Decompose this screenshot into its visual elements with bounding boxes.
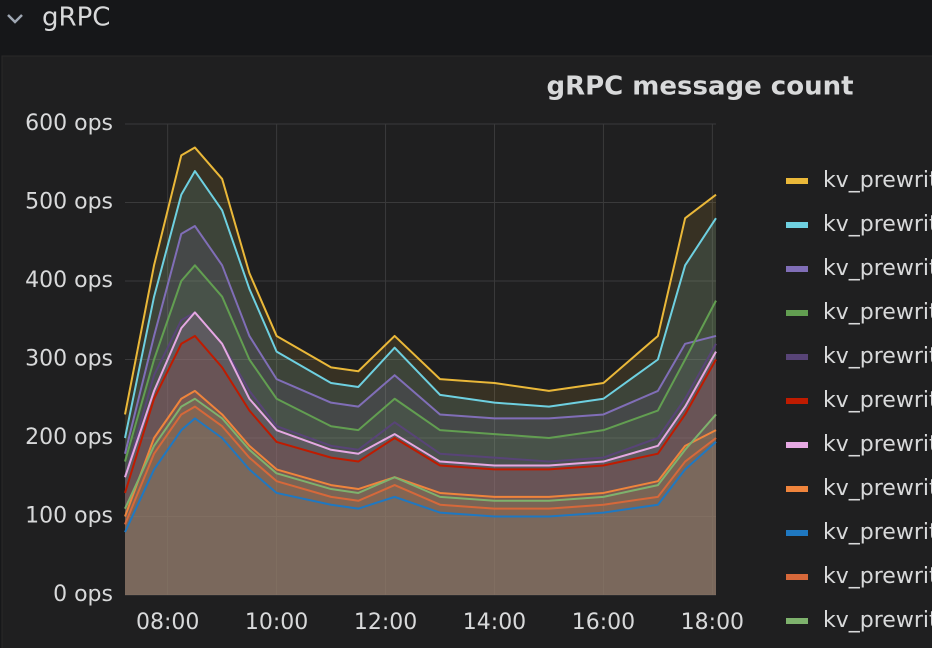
row-header[interactable]: [0, 0, 932, 54]
collapse-chevron[interactable]: [7, 14, 23, 24]
area-shading: [125, 335, 716, 595]
legend-swatch: [786, 354, 808, 360]
series-line: [124, 264, 717, 462]
legend-label[interactable]: kv_prewrit: [823, 388, 932, 413]
legend-label[interactable]: kv_prewrit: [823, 212, 932, 237]
legend-label[interactable]: kv_prewrit: [823, 476, 932, 501]
y-tick-label: 300 ops: [25, 347, 113, 372]
series-line: [124, 389, 717, 517]
series-line: [124, 311, 717, 478]
legend-label[interactable]: kv_prewrit: [823, 168, 932, 193]
area-shading: [125, 390, 716, 595]
series-line: [124, 225, 717, 454]
area-shading: [125, 406, 716, 595]
legend-swatch: [786, 178, 808, 184]
area-shading: [125, 226, 716, 596]
legend-swatch: [786, 530, 808, 536]
x-tick-label: 18:00: [681, 610, 744, 635]
legend-label[interactable]: kv_prewrit: [823, 432, 932, 457]
legend-swatch: [786, 618, 808, 624]
y-tick-label: 400 ops: [25, 268, 113, 293]
legend-label[interactable]: kv_prewrit: [823, 300, 932, 325]
legend-swatch: [786, 486, 808, 492]
legend-label[interactable]: kv_prewrit: [823, 344, 932, 369]
x-tick-label: 08:00: [136, 610, 199, 635]
y-tick-label: 500 ops: [25, 190, 113, 215]
x-tick-label: 16:00: [572, 610, 635, 635]
y-tick-label: 600 ops: [25, 111, 113, 136]
legend-swatch: [786, 442, 808, 448]
x-tick-label: 14:00: [463, 610, 526, 635]
legend-swatch: [786, 574, 808, 580]
legend-swatch: [786, 398, 808, 404]
series-line: [124, 170, 717, 439]
legend-label[interactable]: kv_prewrit: [823, 564, 932, 589]
row-title[interactable]: gRPC: [42, 3, 110, 33]
y-tick-label: 200 ops: [25, 425, 113, 450]
series-line: [124, 146, 717, 415]
legend-label[interactable]: kv_prewrit: [823, 608, 932, 633]
x-tick-label: 12:00: [354, 610, 417, 635]
legend-label[interactable]: kv_prewrit: [823, 520, 932, 545]
series-line: [124, 397, 717, 510]
x-tick-label: 10:00: [245, 610, 308, 635]
chart-title: gRPC message count: [546, 72, 853, 102]
legend-swatch: [786, 222, 808, 228]
series-line: [124, 311, 717, 478]
area-shading: [125, 147, 716, 596]
legend-swatch: [786, 310, 808, 316]
y-tick-label: 0 ops: [53, 582, 113, 607]
y-tick-label: 100 ops: [25, 504, 113, 529]
legend-label[interactable]: kv_prewrit: [823, 256, 932, 281]
series-line: [124, 417, 717, 533]
legend-swatch: [786, 266, 808, 272]
area-shading: [125, 265, 716, 595]
series-line: [124, 405, 717, 525]
series-line: [124, 334, 717, 494]
